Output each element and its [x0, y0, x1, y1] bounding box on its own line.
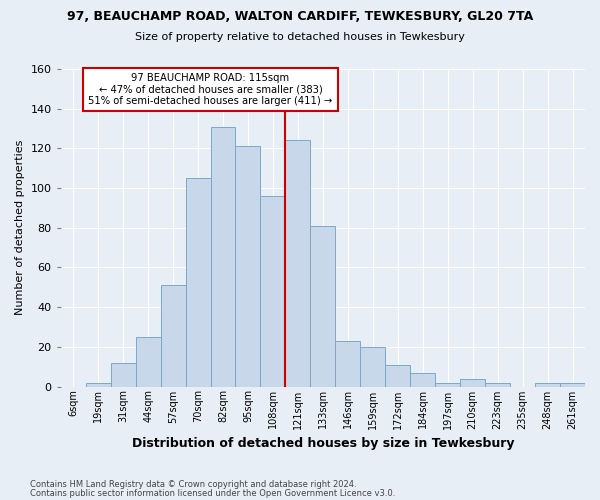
Bar	[485, 382, 510, 386]
Text: 97 BEAUCHAMP ROAD: 115sqm
← 47% of detached houses are smaller (383)
51% of semi: 97 BEAUCHAMP ROAD: 115sqm ← 47% of detac…	[88, 73, 332, 106]
Text: Size of property relative to detached houses in Tewkesbury: Size of property relative to detached ho…	[135, 32, 465, 42]
Bar	[361, 347, 385, 387]
Bar	[86, 382, 110, 386]
Bar	[260, 196, 286, 386]
Text: Contains HM Land Registry data © Crown copyright and database right 2024.: Contains HM Land Registry data © Crown c…	[30, 480, 356, 489]
Bar	[211, 126, 235, 386]
Bar	[110, 362, 136, 386]
Text: 97, BEAUCHAMP ROAD, WALTON CARDIFF, TEWKESBURY, GL20 7TA: 97, BEAUCHAMP ROAD, WALTON CARDIFF, TEWK…	[67, 10, 533, 23]
Bar	[161, 286, 185, 386]
Bar	[535, 382, 560, 386]
Text: Contains public sector information licensed under the Open Government Licence v3: Contains public sector information licen…	[30, 489, 395, 498]
Bar	[335, 341, 361, 386]
Bar	[560, 382, 585, 386]
X-axis label: Distribution of detached houses by size in Tewkesbury: Distribution of detached houses by size …	[131, 437, 514, 450]
Bar	[185, 178, 211, 386]
Bar	[235, 146, 260, 386]
Bar	[410, 372, 435, 386]
Bar	[310, 226, 335, 386]
Y-axis label: Number of detached properties: Number of detached properties	[15, 140, 25, 316]
Bar	[286, 140, 310, 386]
Bar	[136, 337, 161, 386]
Bar	[435, 382, 460, 386]
Bar	[385, 364, 410, 386]
Bar	[460, 378, 485, 386]
